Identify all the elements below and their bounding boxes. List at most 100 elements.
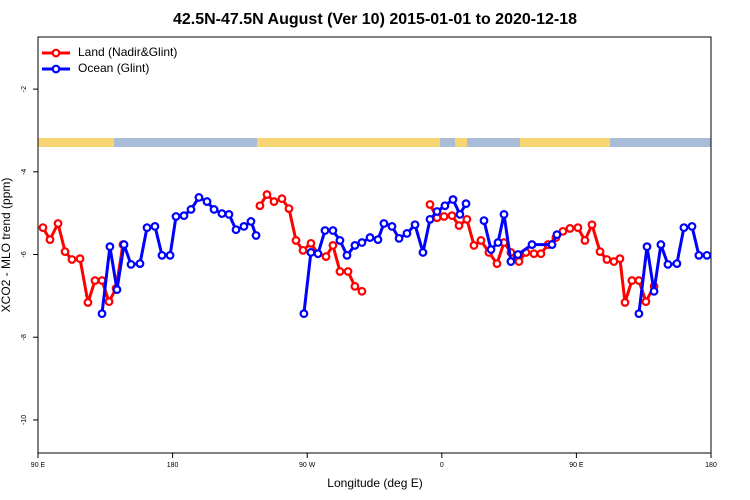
data-point	[425, 214, 435, 224]
data-point	[492, 259, 502, 269]
data-point	[672, 259, 682, 269]
y-tick-label: -4	[21, 169, 28, 175]
x-tick-label: 0	[440, 462, 444, 469]
x-tick-label: 90 E	[31, 462, 46, 469]
data-point	[342, 250, 352, 260]
series-line	[100, 195, 707, 314]
data-point	[573, 223, 583, 233]
data-point	[580, 236, 590, 245]
data-point	[513, 250, 523, 259]
data-point	[350, 241, 360, 250]
y-axis-label: XCO2 - MLO trend (ppm)	[0, 178, 13, 313]
y-tick-label: -2	[21, 86, 28, 92]
data-point	[447, 211, 457, 221]
land-band	[455, 138, 467, 147]
data-point	[486, 245, 496, 254]
data-point	[142, 223, 152, 233]
data-point	[291, 236, 301, 245]
data-point	[634, 309, 644, 319]
data-point	[306, 238, 316, 248]
land-band	[38, 138, 114, 147]
data-point	[269, 197, 279, 206]
data-point	[246, 217, 256, 226]
data-point	[469, 241, 479, 250]
data-point	[432, 207, 442, 216]
chart-title: 42.5N-47.5N August (Ver 10) 2015-01-01 t…	[173, 11, 577, 28]
data-point	[105, 242, 115, 252]
data-point	[506, 257, 516, 266]
data-point	[595, 247, 605, 257]
data-point	[202, 197, 212, 206]
data-point	[45, 235, 55, 245]
y-tick-label: -10	[21, 415, 28, 425]
data-point	[67, 255, 77, 264]
data-point	[255, 201, 265, 211]
data-point	[448, 195, 458, 204]
legend-label: Land (Nadir&Glint)	[78, 45, 177, 59]
data-point	[306, 248, 316, 257]
data-point	[171, 212, 181, 221]
data-point	[410, 220, 420, 230]
data-point	[335, 236, 345, 245]
data-point	[119, 240, 129, 249]
data-point	[217, 209, 227, 218]
data-point	[476, 236, 486, 245]
data-point	[461, 199, 471, 209]
data-point	[194, 193, 204, 202]
data-point	[702, 250, 712, 260]
land-mask	[38, 138, 711, 147]
legend-marker	[51, 64, 61, 74]
data-point	[656, 240, 666, 249]
data-point	[641, 297, 651, 307]
data-point	[394, 233, 404, 243]
series-line	[41, 193, 656, 304]
x-tick-label: 90 W	[299, 462, 316, 469]
data-point	[425, 200, 435, 209]
data-point	[328, 241, 338, 250]
data-point	[179, 211, 189, 221]
data-point	[663, 260, 673, 269]
data-point	[320, 226, 330, 235]
data-point	[157, 250, 167, 260]
data-point	[262, 190, 272, 199]
data-point	[328, 226, 338, 235]
data-point	[687, 221, 697, 231]
data-point	[627, 276, 637, 285]
data-point	[454, 221, 464, 230]
data-point	[387, 221, 397, 231]
data-point	[462, 214, 472, 224]
data-point	[694, 250, 704, 260]
data-point	[165, 250, 175, 260]
data-point	[527, 240, 537, 249]
x-tick-label: 90 E	[569, 462, 584, 469]
y-tick-label: -8	[21, 334, 28, 340]
data-point	[649, 286, 659, 296]
plot-frame	[37, 36, 712, 454]
data-point	[186, 205, 196, 214]
data-point	[251, 231, 261, 240]
data-point	[418, 248, 428, 257]
data-point	[552, 230, 562, 240]
data-point	[135, 259, 145, 269]
data-point	[642, 242, 652, 252]
data-point	[335, 267, 345, 276]
data-point	[298, 245, 308, 255]
data-point	[439, 212, 449, 221]
data-point	[536, 249, 546, 259]
data-point	[313, 249, 323, 259]
data-point	[60, 247, 70, 257]
data-point	[529, 249, 539, 259]
data-point	[615, 254, 625, 264]
data-point	[150, 221, 160, 231]
data-point	[209, 205, 219, 214]
data-point	[379, 219, 389, 228]
data-point	[231, 225, 241, 235]
data-point	[679, 223, 689, 233]
data-point	[97, 309, 107, 319]
data-point	[514, 257, 524, 266]
x-axis-label: Longitude (deg E)	[327, 476, 422, 490]
data-point	[38, 223, 48, 233]
x-tick-label: 180	[705, 462, 717, 469]
data-point	[90, 276, 100, 285]
